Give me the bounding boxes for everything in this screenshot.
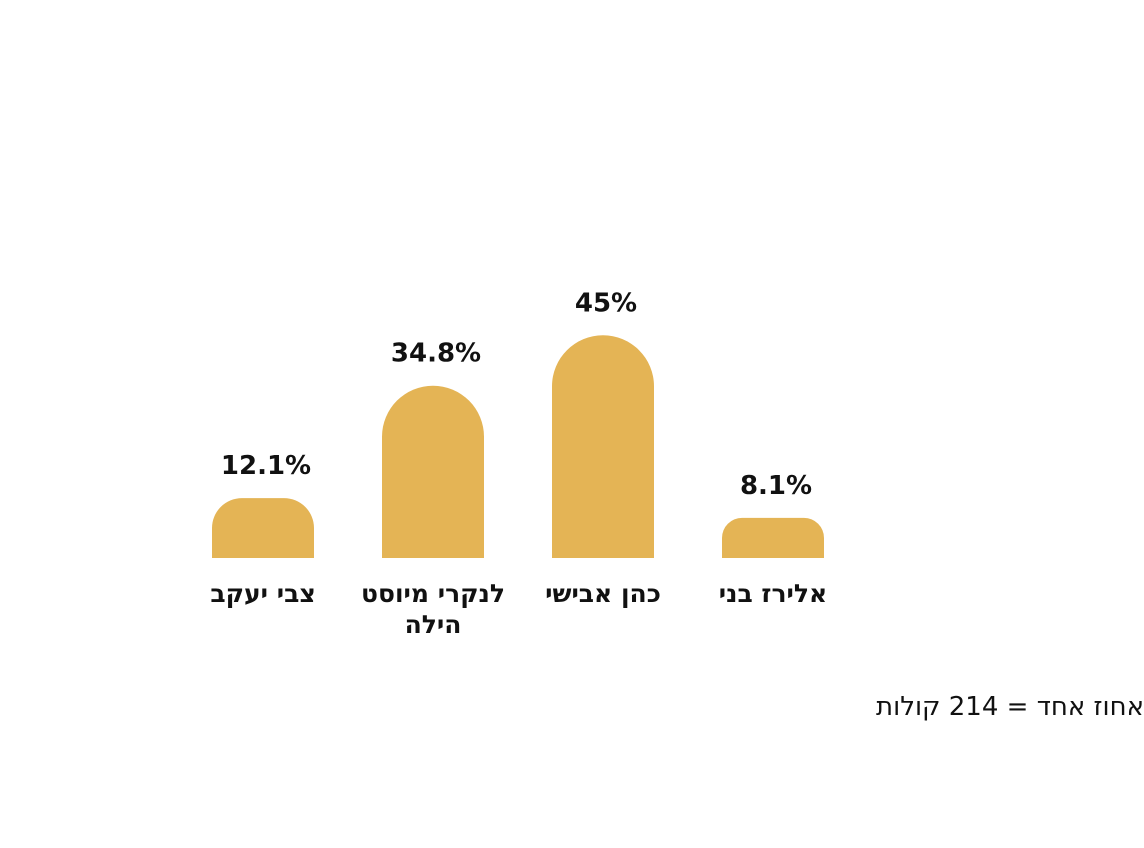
bar: [212, 498, 314, 558]
value-label: 12.1%: [221, 451, 311, 481]
bar: [722, 517, 824, 558]
value-label: 45%: [575, 288, 637, 318]
value-label: 8.1%: [740, 471, 812, 501]
category-label: צבי יעקב: [210, 579, 316, 608]
category-label: לנקרי מיוסט הילה: [361, 579, 505, 639]
category-label: כהן אבישי: [545, 579, 661, 608]
footnote: אחוז אחד = 214 קולות: [876, 692, 1144, 722]
value-label: 34.8%: [391, 339, 481, 369]
bar: [382, 385, 484, 558]
category-label: אלירז בני: [718, 579, 828, 608]
bar: [552, 335, 654, 558]
